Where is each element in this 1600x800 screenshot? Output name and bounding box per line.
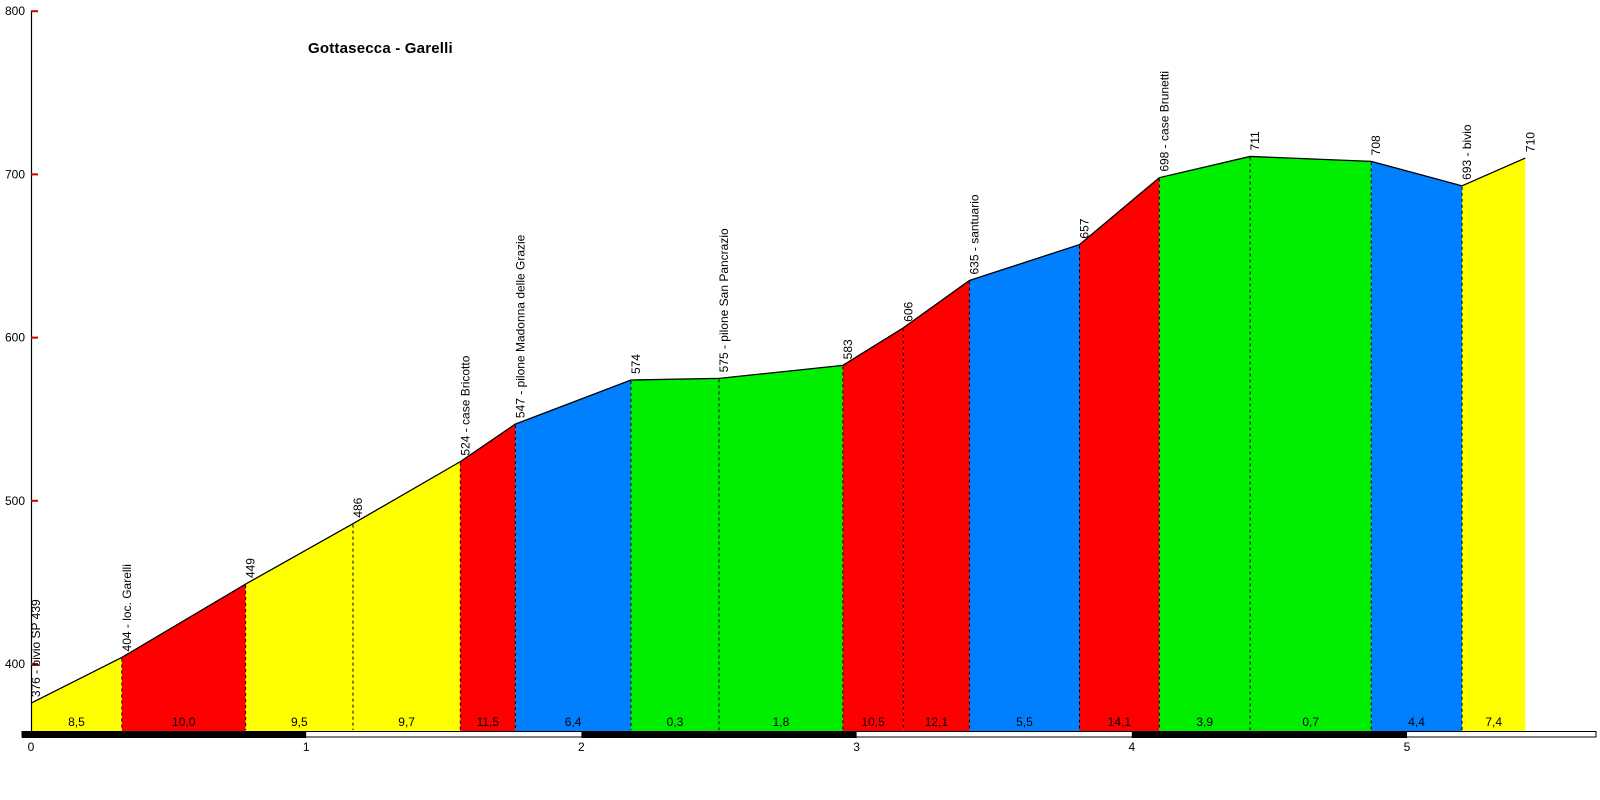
waypoint-label: 693 - bivio (1460, 124, 1474, 180)
profile-segment-area (515, 380, 631, 731)
x-axis-tick-label: 1 (303, 740, 310, 754)
waypoint-label: 710 (1523, 132, 1537, 152)
segment-gradient-label: 0,3 (667, 715, 684, 729)
segment-gradient-label: 10,0 (172, 715, 196, 729)
waypoint-label: 404 - loc. Garelli (120, 564, 134, 651)
waypoint-label: 711 (1248, 131, 1262, 150)
profile-segment-area (121, 584, 246, 731)
chart-title: Gottasecca - Garelli (308, 40, 453, 57)
waypoint-label: 449 (244, 558, 258, 578)
km-scale-bar-black-segment (581, 731, 857, 738)
profile-segment-area (719, 365, 843, 731)
segment-gradient-label: 9,7 (398, 715, 415, 729)
x-axis-tick-label: 3 (853, 740, 860, 754)
y-axis-tick-label: 700 (5, 167, 25, 181)
segment-gradient-label: 10,5 (861, 715, 885, 729)
profile-segment-area (460, 424, 516, 731)
segment-gradient-label: 7,4 (1485, 715, 1502, 729)
y-axis-tick-label: 400 (5, 657, 25, 671)
waypoint-label: 547 - pilone Madonna delle Grazie (513, 234, 527, 418)
waypoint-label: 635 - santuario (967, 194, 981, 274)
profile-segment-area (245, 523, 353, 731)
y-axis-tick-label: 600 (5, 331, 25, 345)
segment-gradient-label: 9,5 (291, 715, 308, 729)
x-axis-tick-label: 4 (1128, 740, 1135, 754)
x-axis-tick-label: 5 (1404, 740, 1411, 754)
segment-gradient-label: 4,4 (1408, 715, 1425, 729)
x-axis-tick-label: 0 (28, 740, 35, 754)
profile-segment-area (1462, 158, 1526, 731)
profile-segment-area (903, 280, 970, 731)
waypoint-label: 524 - case Bricotto (458, 355, 472, 455)
waypoint-label: 486 (351, 497, 365, 517)
waypoint-label: 574 (629, 354, 643, 374)
profile-segment-area (842, 327, 904, 731)
waypoint-label: 575 - pilone San Pancrazio (717, 228, 731, 372)
waypoint-label: 376 - bivio SP 439 (29, 599, 43, 697)
segment-gradient-label: 5,5 (1016, 715, 1033, 729)
segment-gradient-label: 12,1 (925, 715, 949, 729)
segment-gradient-label: 11,5 (477, 715, 500, 729)
x-axis-tick-label: 2 (578, 740, 585, 754)
profile-outline (30, 155, 1526, 704)
profile-segment-area (31, 657, 122, 731)
profile-segment-area (1250, 156, 1372, 731)
waypoint-label: 698 - case Brunetti (1157, 71, 1171, 172)
segment-gradient-label: 0,7 (1302, 715, 1319, 729)
profile-segment-area (352, 461, 461, 731)
waypoint-label: 708 (1369, 135, 1383, 155)
y-axis-tick-label: 500 (5, 494, 25, 508)
km-scale-bar-black-segment (22, 731, 307, 738)
segment-gradient-label: 14,1 (1108, 715, 1132, 729)
waypoint-label: 606 (901, 301, 915, 321)
segment-gradient-label: 1,8 (773, 715, 790, 729)
segment-gradient-label: 6,4 (565, 715, 582, 729)
profile-segment-area (1079, 177, 1160, 731)
y-axis-tick-label: 800 (5, 4, 25, 18)
profile-segment-area (969, 244, 1080, 732)
segment-gradient-label: 3,9 (1196, 715, 1213, 729)
waypoint-label: 657 (1078, 218, 1092, 238)
profile-segment-area (1371, 161, 1463, 731)
profile-segment-area (630, 378, 719, 731)
km-scale-bar-black-segment (1131, 731, 1407, 738)
segment-gradient-label: 8,5 (68, 715, 85, 729)
profile-segment-area (1159, 156, 1251, 731)
waypoint-label: 583 (841, 339, 855, 359)
